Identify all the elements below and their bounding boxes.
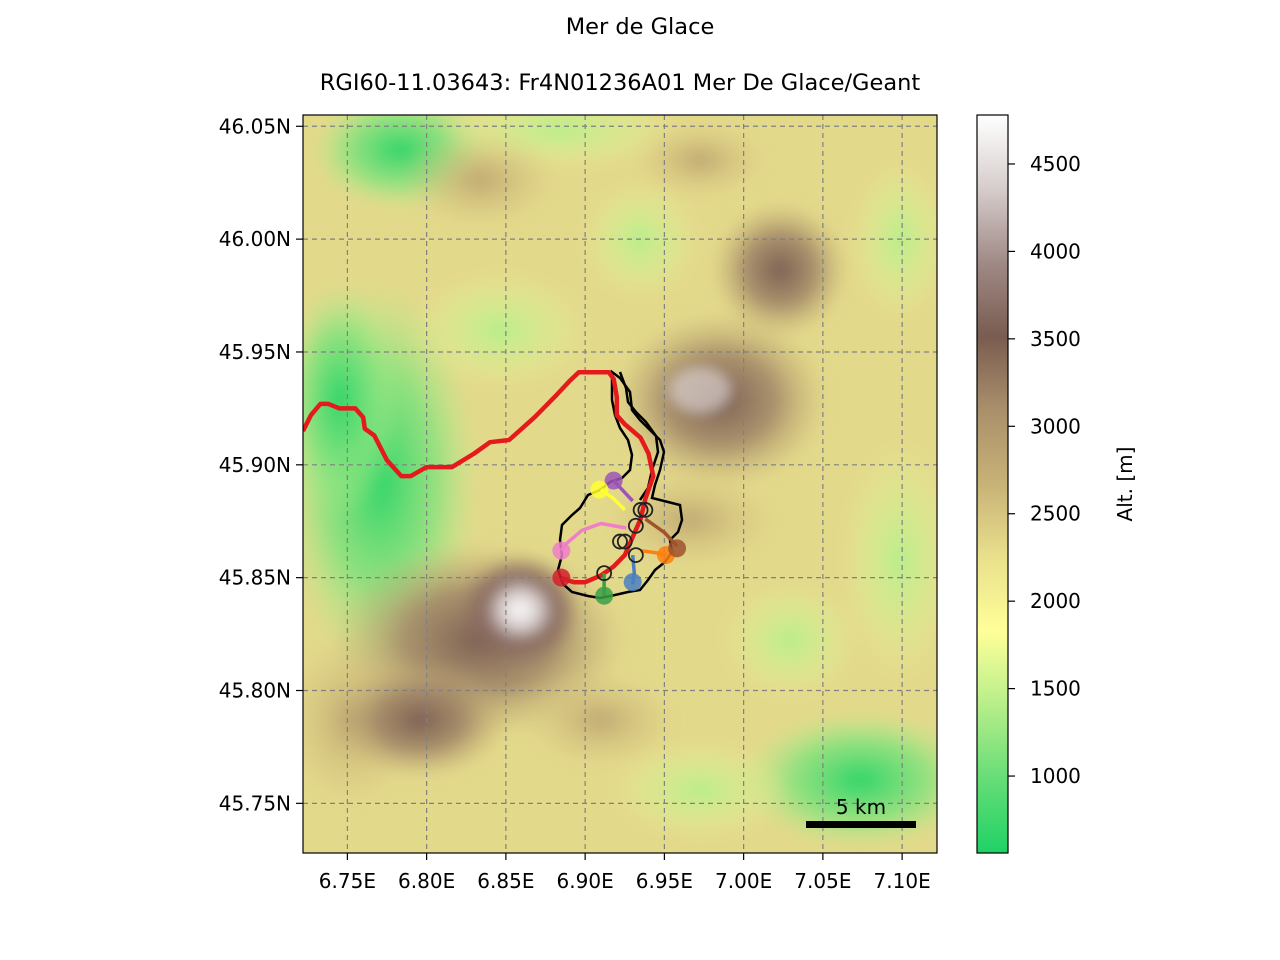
x-tick-label: 6.95E (636, 869, 693, 893)
tributary-head-marker (552, 541, 571, 560)
scale-bar-label: 5 km (836, 795, 886, 819)
y-tick-label: 45.75N (219, 791, 291, 815)
colorbar-frame (976, 114, 1009, 854)
confluence-marker (637, 502, 654, 518)
scale-bar-line (806, 821, 916, 828)
x-tick-label: 7.00E (715, 869, 772, 893)
colorbar-tick-label: 3000 (1030, 414, 1081, 438)
colorbar-label: Alt. [m] (1113, 447, 1137, 522)
main-flowline-head-marker (552, 568, 571, 587)
tributary-head-marker (668, 539, 687, 558)
confluence-marker (616, 533, 633, 550)
y-tick-label: 45.95N (219, 340, 291, 364)
map-grid (303, 115, 937, 853)
flowlines (303, 370, 687, 605)
colorbar-tick-label: 1500 (1030, 677, 1081, 701)
y-tick-label: 45.85N (219, 566, 291, 590)
colorbar: 1000 1500 2000 2500 3000 3500 4000 4500 Alt. [m… (976, 114, 1137, 854)
figure-suptitle: Mer de Glace (565, 14, 715, 40)
colorbar-tick-label: 2500 (1030, 502, 1081, 526)
y-tick-label: 46.00N (219, 227, 291, 251)
map-frame (302, 114, 938, 854)
x-tick-label: 6.75E (319, 869, 376, 893)
y-axis: 46.05N 46.00N 45.95N 45.90N 45.85N 45.80N 45.7… (219, 114, 303, 815)
x-tick-label: 6.85E (477, 869, 534, 893)
colorbar-tick-label: 4000 (1030, 239, 1081, 263)
main-flowline (303, 370, 656, 585)
colorbar-tick-label: 1000 (1030, 764, 1081, 788)
tributary-head-marker (590, 480, 609, 499)
y-tick-label: 45.90N (219, 453, 291, 477)
colorbar-gradient (977, 115, 1008, 853)
confluence-marker (627, 517, 644, 534)
y-tick-label: 45.80N (219, 679, 291, 703)
scale-bar: 5 km (806, 795, 916, 828)
x-axis: 6.75E 6.80E 6.85E 6.90E 6.95E 7.00E 7.05E 7.10E (319, 853, 931, 893)
x-tick-label: 6.90E (557, 869, 614, 893)
tributary-head-marker (595, 586, 614, 605)
confluence-marker (627, 547, 644, 563)
tributary-head-marker (604, 471, 623, 490)
colorbar-tick-label: 2000 (1030, 589, 1081, 613)
map-title: RGI60-11.03643: Fr4N01236A01 Mer De Glac… (319, 70, 921, 96)
tributary-head-marker (623, 573, 642, 592)
x-tick-label: 7.05E (794, 869, 851, 893)
confluence-marker (612, 533, 628, 550)
confluence-marker (596, 565, 613, 582)
colorbar-tick-label: 4500 (1030, 152, 1081, 176)
y-tick-label: 46.05N (219, 114, 291, 138)
x-tick-label: 7.10E (874, 869, 931, 893)
confluence-marker (632, 502, 649, 518)
colorbar-tick-label: 3500 (1030, 327, 1081, 351)
x-tick-label: 6.80E (398, 869, 455, 893)
